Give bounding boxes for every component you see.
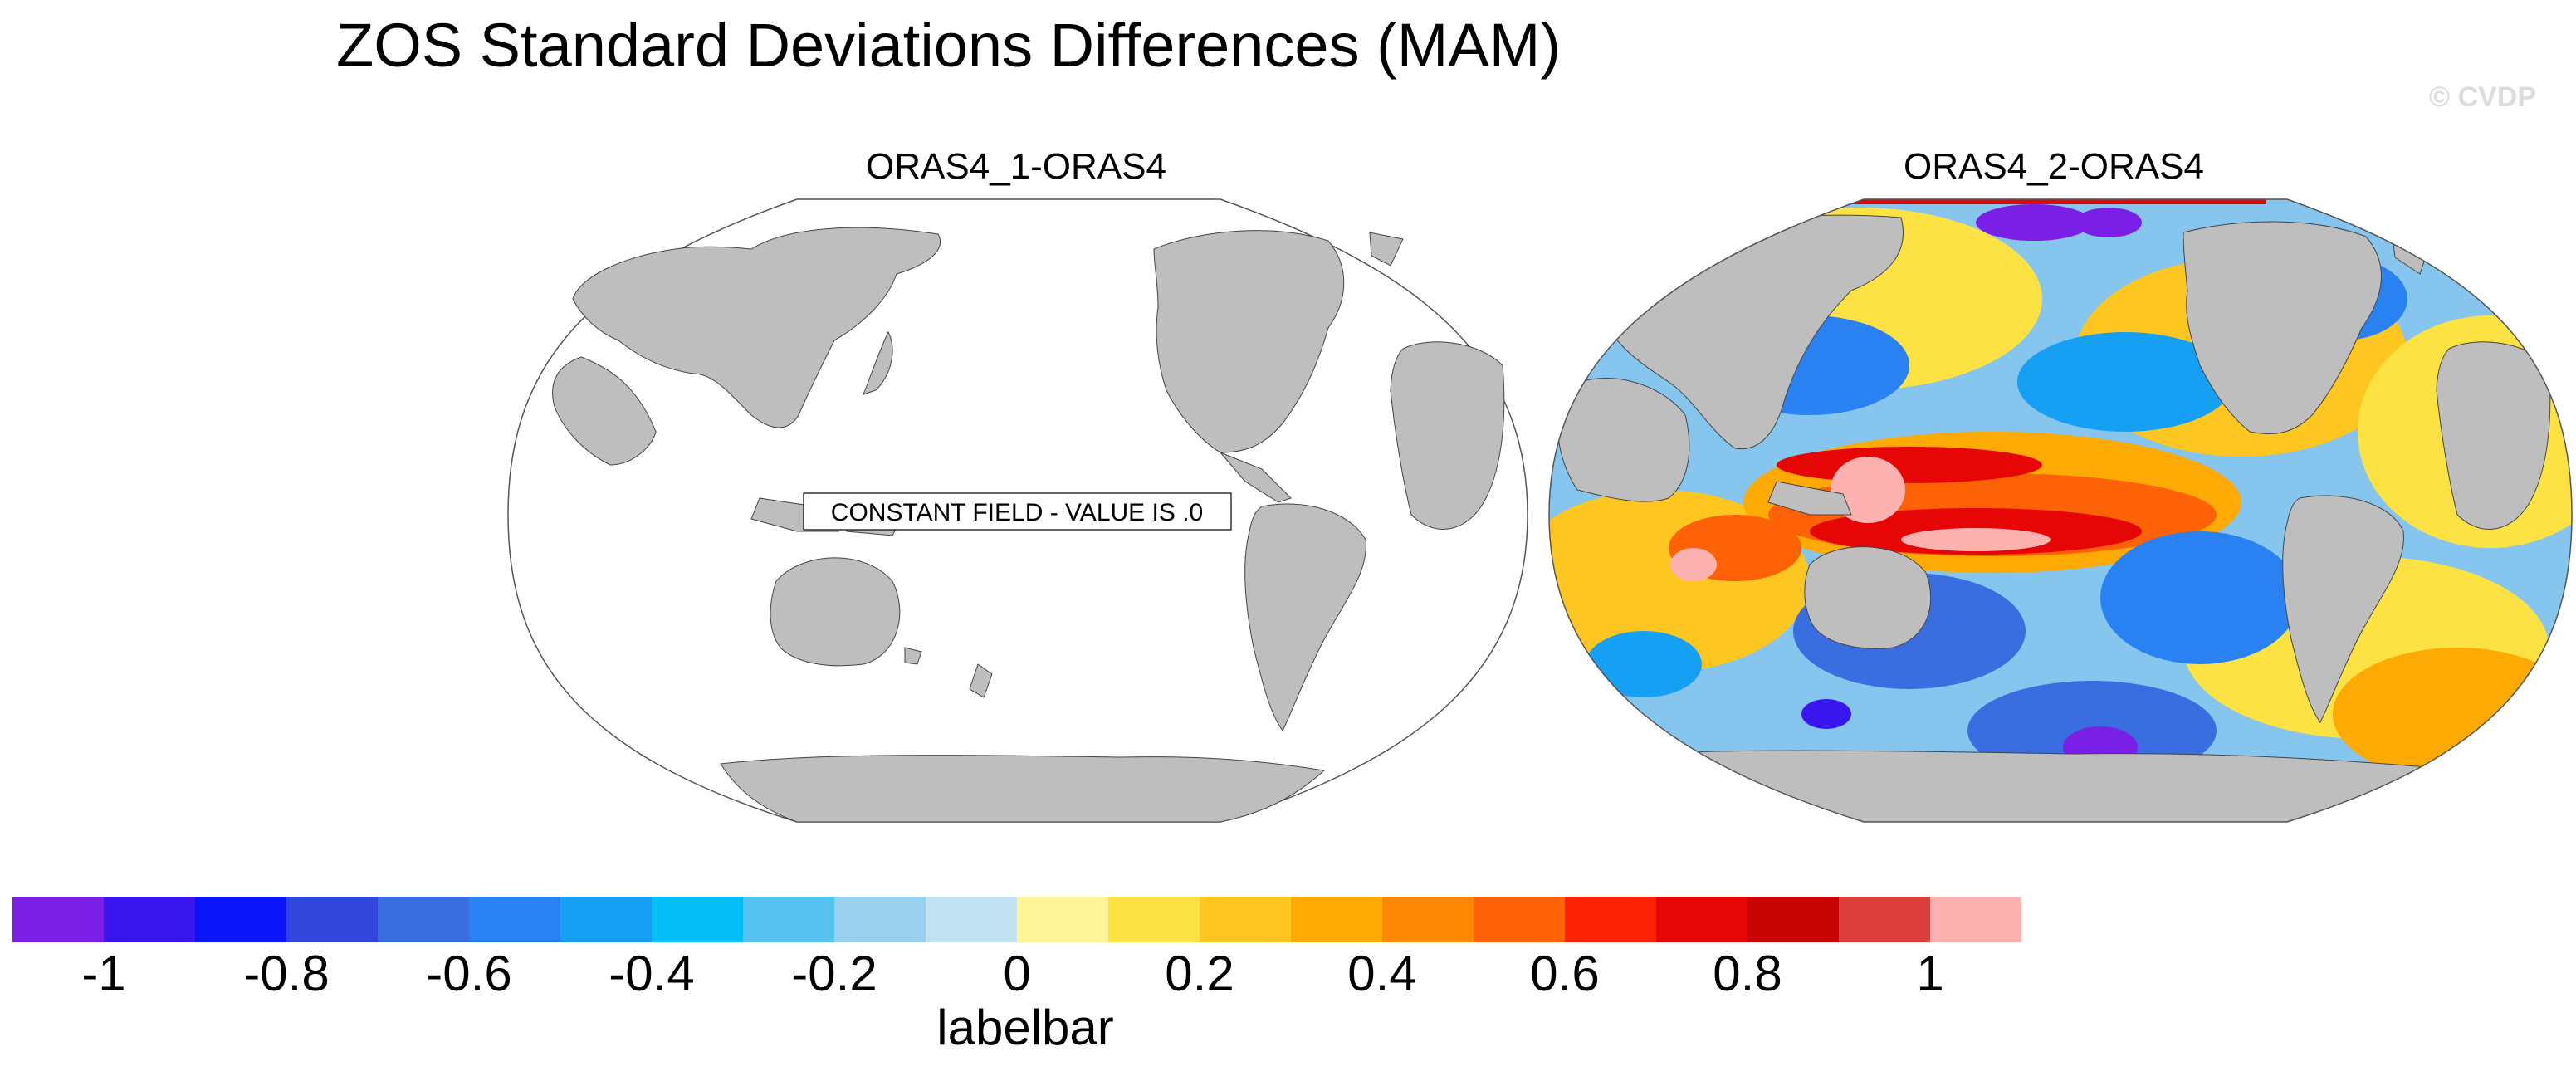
- colorbar-box: [1017, 897, 1108, 942]
- colorbar-label: labelbar: [936, 1000, 1114, 1055]
- colorbar-box: [195, 897, 286, 942]
- colorbar-box: [926, 897, 1017, 942]
- colorbar-ticks: -1 -0.8 -0.6 -0.4 -0.2 0 0.2 0.4 0.6 0.8 1: [81, 946, 1943, 1001]
- panel-2-title: ORAS4_2-ORAS4: [1904, 146, 2204, 187]
- panel-1-constant-field-label: CONSTANT FIELD - VALUE IS .0: [803, 492, 1232, 531]
- panel-2-globe-outline: [1548, 198, 2573, 823]
- colorbar-box: [286, 897, 378, 942]
- main-title: ZOS Standard Deviations Differences (MAM…: [336, 11, 1561, 80]
- colorbar-box: [1291, 897, 1382, 942]
- colorbar-tick-label: -0.6: [426, 946, 511, 1001]
- colorbar-tick-label: 0.6: [1530, 946, 1599, 1001]
- colorbar-box: [1565, 897, 1656, 942]
- colorbar-tick-label: 0.2: [1165, 946, 1234, 1001]
- colorbar-tick-label: -0.8: [243, 946, 329, 1001]
- colorbar-box: [1839, 897, 1930, 942]
- colorbar-tick-label: 0.4: [1347, 946, 1416, 1001]
- colorbar-box: [1200, 897, 1291, 942]
- colorbar-box: [560, 897, 652, 942]
- panel-1-title: ORAS4_1-ORAS4: [866, 146, 1166, 187]
- constant-field-text: CONSTANT FIELD - VALUE IS .0: [831, 499, 1203, 526]
- colorbar-box: [1747, 897, 1839, 942]
- colorbar-box: [1930, 897, 2021, 942]
- colorbar-box: [1108, 897, 1200, 942]
- colorbar-box: [743, 897, 834, 942]
- watermark: © CVDP: [2429, 81, 2536, 113]
- colorbar-box: [104, 897, 195, 942]
- colorbar-tick-label: -0.2: [791, 946, 877, 1001]
- colorbar-tick-label: 0.8: [1713, 946, 1782, 1001]
- panel-2-field: [1549, 199, 2572, 822]
- colorbar-tick-label: 0: [1003, 946, 1030, 1001]
- colorbar-box: [12, 897, 104, 942]
- colorbar-tick-label: 1: [1916, 946, 1943, 1001]
- colorbar-box: [378, 897, 469, 942]
- panel-oras4-1: ORAS4_1-ORAS4: [507, 146, 1528, 823]
- colorbar-box: [1656, 897, 1747, 942]
- colorbar: [12, 897, 2021, 942]
- colorbar-box: [1474, 897, 1565, 942]
- colorbar-box: [834, 897, 926, 942]
- colorbar-tick-label: -0.4: [609, 946, 694, 1001]
- colorbar-box: [1382, 897, 1474, 942]
- panel-oras4-2: ORAS4_2-ORAS4: [1548, 146, 2573, 823]
- colorbar-tick-label: -1: [81, 946, 125, 1001]
- colorbar-box: [652, 897, 743, 942]
- colorbar-box: [469, 897, 560, 942]
